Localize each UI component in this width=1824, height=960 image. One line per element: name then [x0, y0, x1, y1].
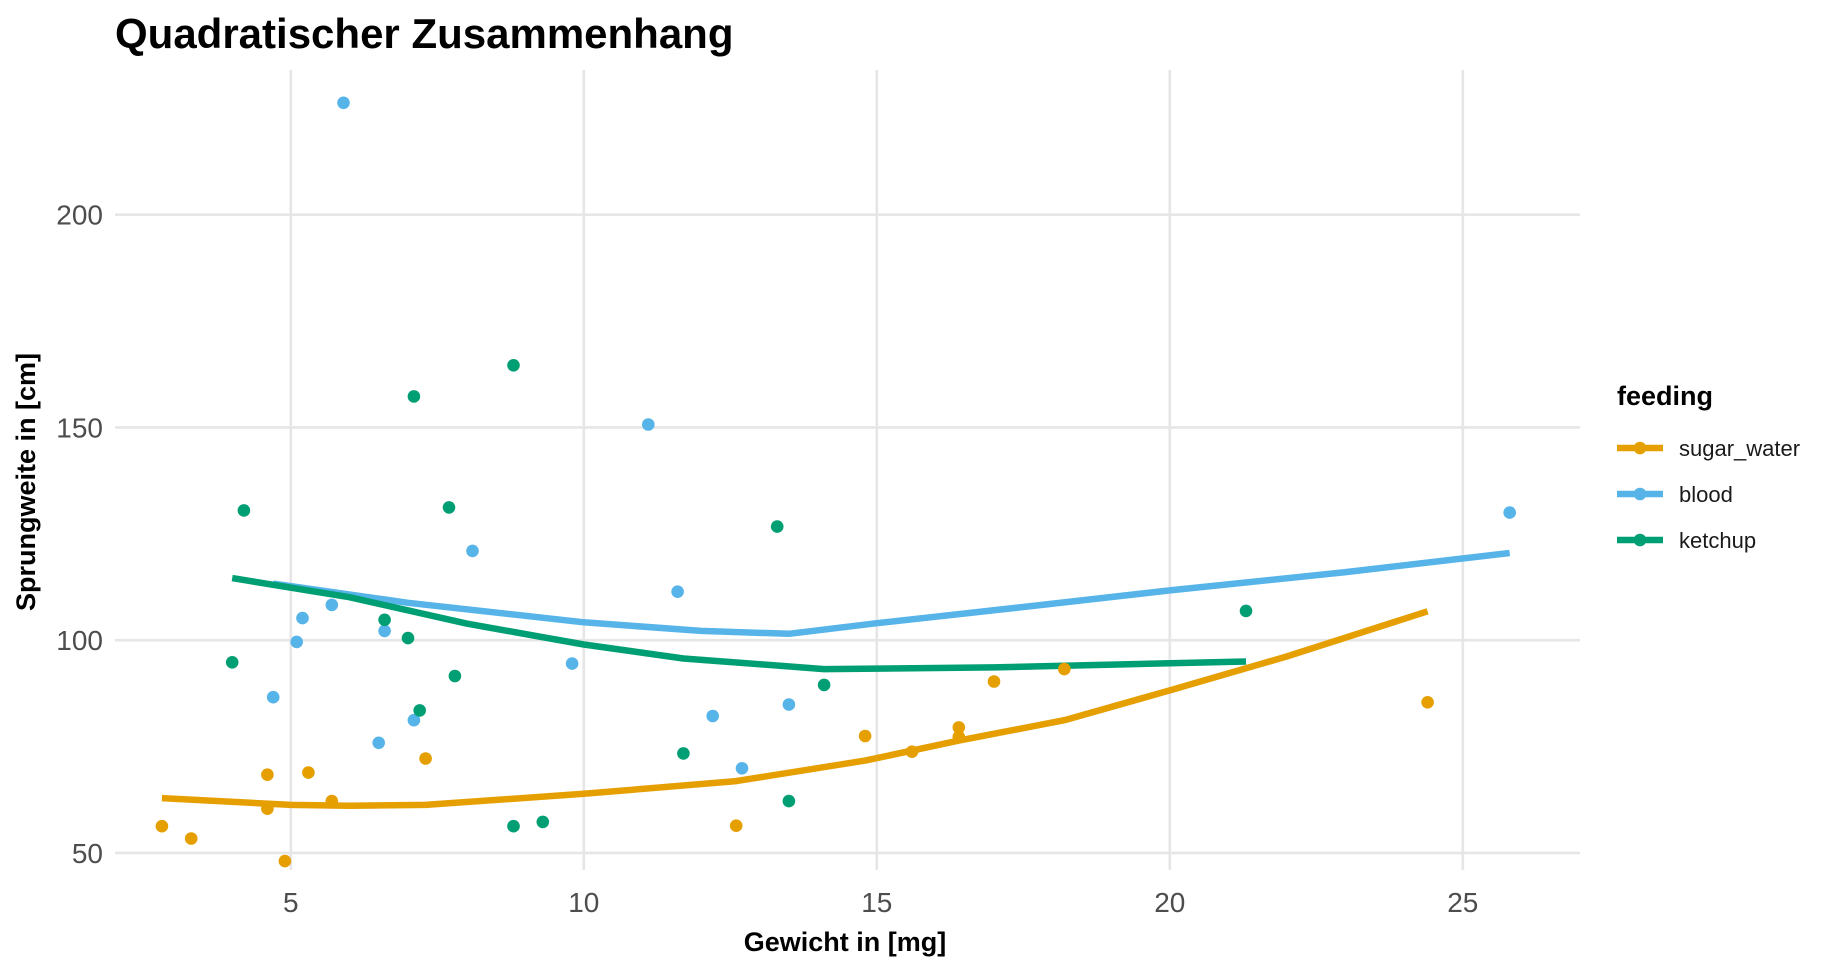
y-tick-label: 150 [56, 412, 103, 443]
x-tick-label: 20 [1154, 887, 1185, 918]
point-blood [290, 635, 304, 649]
point-blood [266, 690, 280, 704]
point-blood [735, 762, 749, 775]
point-ketchup [1239, 604, 1253, 618]
y-axis-ticks: 50 100 150 200 [56, 200, 103, 869]
point-blood [466, 544, 479, 558]
point-sugar_water [952, 730, 966, 744]
x-axis-title: Gewicht in [mg] [744, 927, 947, 957]
point-sugar_water [729, 819, 743, 832]
point-ketchup [536, 815, 550, 829]
legend-key-point-sugar_water [1633, 441, 1647, 455]
point-sugar_water [325, 794, 339, 808]
point-blood [407, 713, 421, 727]
point-sugar_water [419, 752, 432, 765]
point-blood [296, 611, 309, 625]
point-ketchup [413, 704, 427, 717]
point-sugar_water [1421, 696, 1434, 709]
fit-line-blood [272, 549, 1511, 638]
point-ketchup [407, 390, 421, 403]
point-sugar_water [261, 802, 274, 815]
point-ketchup [770, 520, 784, 533]
legend-title: feeding [1617, 381, 1713, 411]
x-axis-ticks: 5 10 15 20 25 [283, 887, 1478, 918]
x-tick-label: 15 [861, 887, 892, 918]
point-sugar_water [278, 854, 292, 868]
point-sugar_water [155, 819, 169, 833]
grid-lines [115, 70, 1580, 870]
point-sugar_water [952, 721, 966, 734]
point-ketchup [782, 794, 796, 808]
point-ketchup [507, 359, 520, 372]
point-blood [378, 624, 391, 638]
chart-title: Quadratischer Zusammenhang [115, 10, 734, 57]
y-tick-label: 50 [72, 838, 103, 869]
fit-line-sugar_water [161, 608, 1429, 809]
point-blood [706, 709, 719, 723]
x-tick-label: 5 [283, 887, 299, 918]
point-ketchup [448, 669, 462, 683]
legend-label-sugar_water: sugar_water [1679, 436, 1800, 461]
x-tick-label: 10 [568, 887, 599, 918]
point-blood [372, 736, 386, 750]
fit-line-ketchup [231, 574, 1247, 673]
point-ketchup [401, 631, 415, 645]
legend-label-blood: blood [1679, 482, 1733, 507]
point-sugar_water [987, 675, 1001, 688]
point-sugar_water [261, 768, 274, 781]
point-ketchup [442, 501, 456, 514]
point-ketchup [378, 613, 391, 627]
data-points [155, 96, 1516, 868]
y-axis-title: Sprungweite in [cm] [11, 353, 41, 611]
point-ketchup [237, 504, 251, 517]
x-tick-label: 25 [1447, 887, 1478, 918]
point-blood [671, 585, 684, 598]
point-sugar_water [858, 729, 872, 743]
point-blood [642, 418, 655, 431]
point-sugar_water [184, 832, 198, 845]
point-blood [325, 598, 339, 612]
point-sugar_water [1058, 662, 1071, 676]
point-ketchup [677, 747, 690, 760]
point-ketchup [225, 656, 239, 669]
point-blood [337, 96, 350, 110]
point-ketchup [507, 819, 520, 833]
point-sugar_water [905, 745, 919, 758]
legend-label-ketchup: ketchup [1679, 528, 1756, 553]
point-ketchup [817, 678, 831, 692]
fit-lines [161, 549, 1511, 809]
point-blood [782, 698, 796, 711]
legend-key-point-ketchup [1633, 533, 1647, 547]
point-blood [1503, 506, 1516, 519]
y-tick-label: 100 [56, 625, 103, 656]
legend-key-point-blood [1633, 487, 1647, 501]
point-blood [565, 657, 579, 670]
point-sugar_water [302, 766, 315, 779]
y-tick-label: 200 [56, 200, 103, 231]
